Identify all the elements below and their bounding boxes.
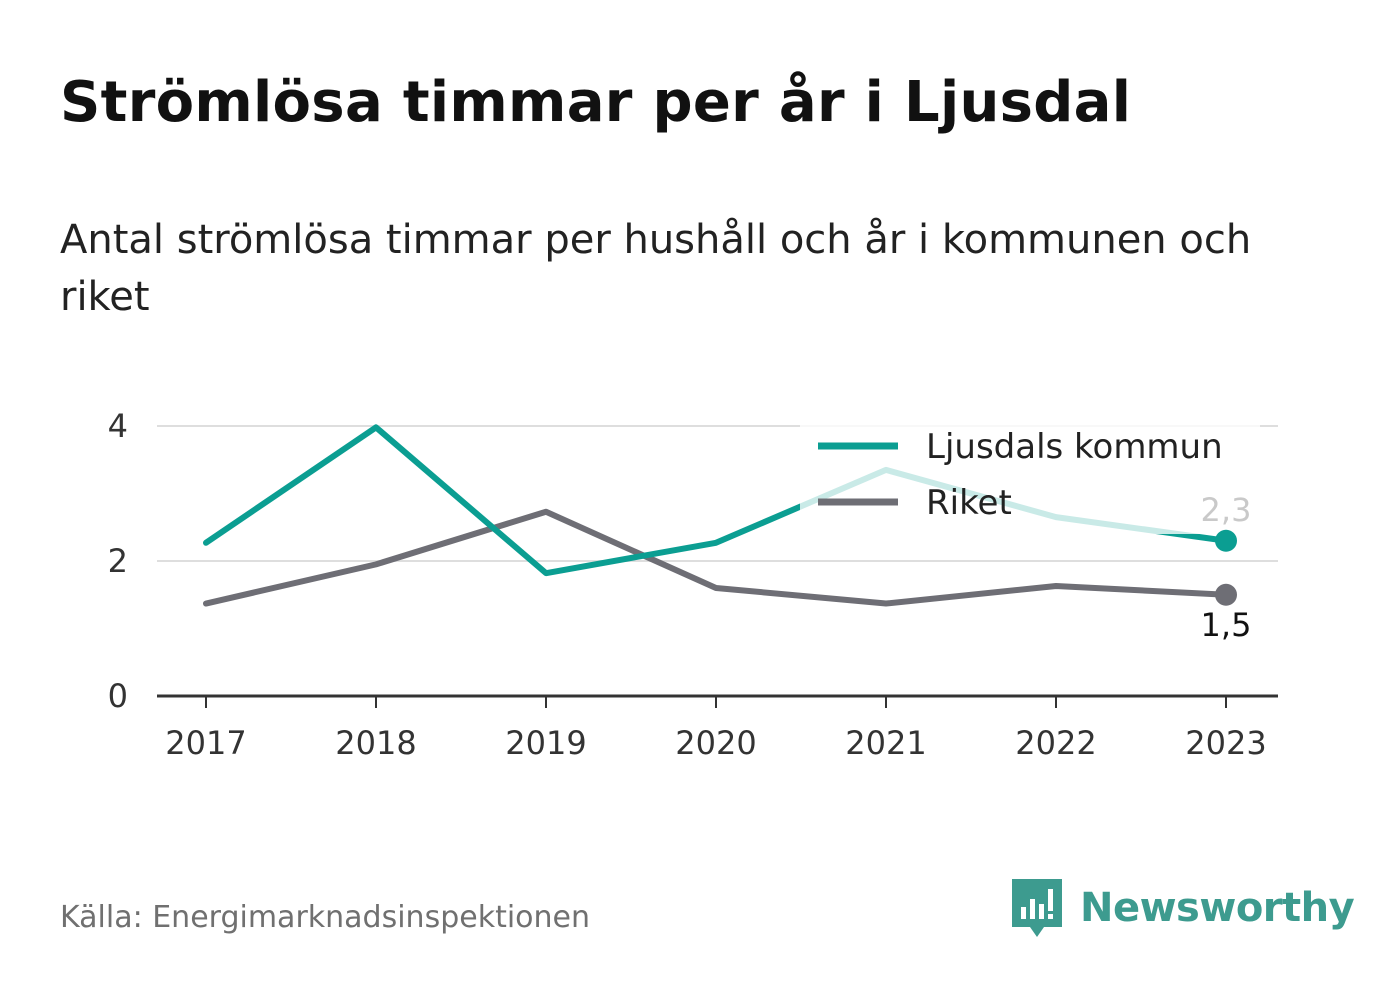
x-tick-label: 2022 xyxy=(1015,724,1096,762)
x-tick-label: 2017 xyxy=(165,724,246,762)
x-tick-label: 2021 xyxy=(845,724,926,762)
x-tick-label: 2020 xyxy=(675,724,756,762)
chart-title: Strömlösa timmar per år i Ljusdal xyxy=(60,70,1132,135)
y-tick-label: 0 xyxy=(108,677,128,715)
newsworthy-logo-icon xyxy=(1012,879,1062,937)
x-tick-label: 2023 xyxy=(1185,724,1266,762)
y-tick-label: 4 xyxy=(108,407,128,445)
legend-label: Ljusdals kommun xyxy=(926,427,1223,467)
legend-label: Riket xyxy=(926,483,1012,523)
chart-subtitle: Antal strömlösa timmar per hushåll och å… xyxy=(60,217,1252,320)
series-end-point xyxy=(1215,583,1237,606)
x-tick-label: 2019 xyxy=(505,724,586,762)
source-note: Källa: Energimarknadsinspektionen xyxy=(60,900,591,935)
x-tick-label: 2018 xyxy=(335,724,416,762)
series-end-point xyxy=(1215,529,1237,552)
brand-name: Newsworthy xyxy=(1080,885,1355,931)
series-line xyxy=(203,508,1229,607)
brand-logo: Newsworthy xyxy=(1010,876,1355,940)
y-tick-label: 2 xyxy=(108,542,128,580)
legend-background xyxy=(800,422,1260,534)
end-value-label: 1,5 xyxy=(1201,606,1252,644)
end-value-label: 2,3 xyxy=(1201,491,1252,529)
